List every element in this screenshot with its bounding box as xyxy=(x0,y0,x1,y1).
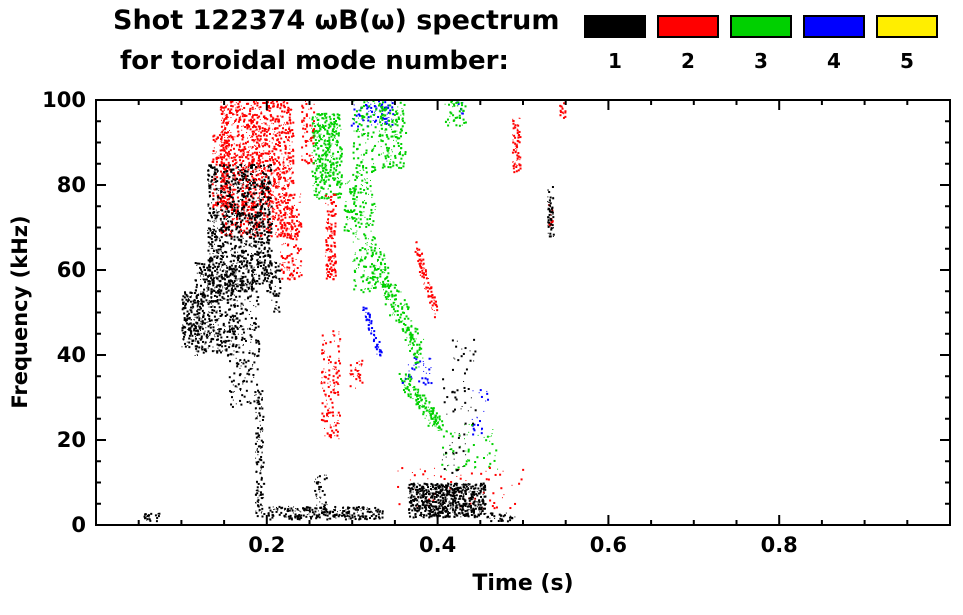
x-tick-label: 0.8 xyxy=(760,533,798,557)
x-tick-label: 0.6 xyxy=(589,533,627,557)
legend-number-label: 5 xyxy=(900,49,914,73)
legend-numbers: 1 2 3 4 5 xyxy=(584,49,938,73)
legend-number-label: 2 xyxy=(681,49,695,73)
legend-number-label: 4 xyxy=(827,49,841,73)
legend-swatch xyxy=(584,15,646,38)
chart-title: Shot 122374 ωB(ω) spectrum xyxy=(113,5,560,36)
x-axis-label: Time (s) xyxy=(472,571,574,596)
legend-swatch xyxy=(657,15,719,38)
chart-subtitle: for toroidal mode number: xyxy=(120,46,509,76)
y-tick-label: 80 xyxy=(56,173,86,197)
legend-swatch xyxy=(803,15,865,38)
y-tick-label: 0 xyxy=(71,513,86,537)
legend-swatch xyxy=(876,15,938,38)
y-tick-label: 60 xyxy=(56,258,86,282)
y-tick-label: 40 xyxy=(56,343,86,367)
y-tick-label: 100 xyxy=(42,88,86,112)
legend-number-label: 3 xyxy=(754,49,768,73)
legend-number-label: 1 xyxy=(608,49,622,73)
legend-swatches xyxy=(584,15,938,38)
x-tick-label: 0.4 xyxy=(418,533,457,557)
y-tick-label: 20 xyxy=(56,428,86,452)
x-tick-label: 0.2 xyxy=(248,533,286,557)
legend-swatch xyxy=(730,15,792,38)
y-axis-label: Frequency (kHz) xyxy=(8,215,32,409)
